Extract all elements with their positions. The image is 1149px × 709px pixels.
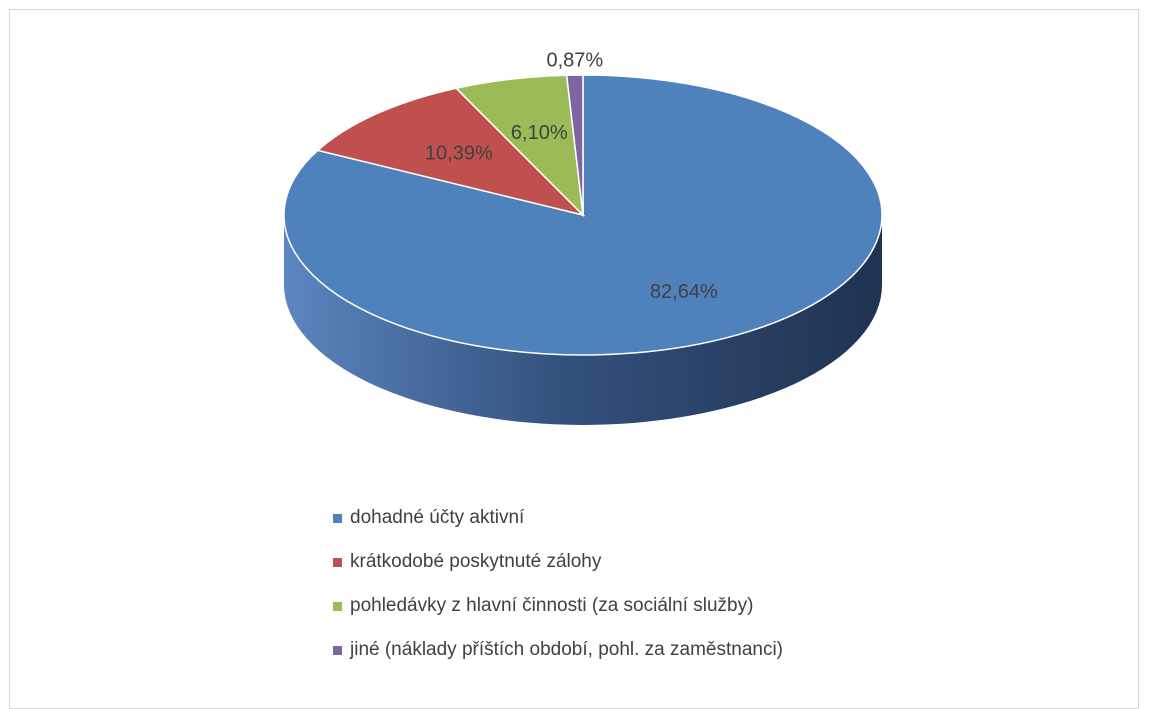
legend-swatch (333, 557, 342, 567)
pie-chart: 82,64% 10,39% 6,10% 0,87% (283, 49, 883, 425)
legend-item: krátkodobé poskytnuté zálohy (333, 540, 783, 584)
legend-item: dohadné účty aktivní (333, 496, 783, 540)
data-label-1: 10,39% (425, 143, 493, 165)
pie-slice-0 (283, 74, 883, 356)
legend-label: dohadné účty aktivní (350, 507, 525, 528)
legend-label: jiné (náklady příštích období, pohl. za … (350, 639, 784, 660)
legend: dohadné účty aktivní krátkodobé poskytnu… (333, 496, 783, 672)
pie-labels: 82,64% 10,39% 6,10% 0,87% (425, 49, 718, 303)
legend-swatch (333, 645, 342, 655)
pie-tops (283, 74, 883, 356)
legend-item: jiné (náklady příštích období, pohl. za … (333, 628, 783, 672)
legend-swatch (333, 513, 342, 523)
pie-side-0 (284, 215, 882, 425)
pie-slice-3 (565, 74, 584, 216)
data-label-0: 82,64% (650, 281, 718, 303)
data-label-2: 6,10% (511, 122, 568, 144)
pie-slice-1 (316, 87, 586, 217)
legend-label: krátkodobé poskytnuté zálohy (350, 551, 602, 572)
legend-item: pohledávky z hlavní činnosti (za sociáln… (333, 584, 783, 628)
legend-swatch (333, 601, 342, 611)
pie-sides (284, 215, 882, 425)
legend-label: pohledávky z hlavní činnosti (za sociáln… (350, 595, 754, 616)
data-label-3: 0,87% (546, 49, 603, 71)
